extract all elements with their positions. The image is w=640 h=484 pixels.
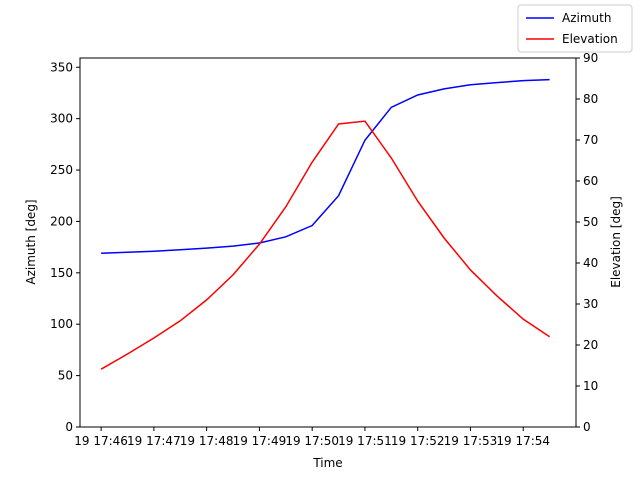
y2-tick-label: 40 (583, 256, 598, 270)
y-tick-label: 350 (50, 60, 73, 74)
x-tick-label: 19 17:53 (444, 434, 498, 448)
y2-tick-label: 70 (583, 133, 598, 147)
y-tick-label: 250 (50, 163, 73, 177)
y2-tick-label: 50 (583, 215, 598, 229)
y2-tick-label: 90 (583, 51, 598, 65)
y-tick-label: 150 (50, 266, 73, 280)
y-tick-label: 200 (50, 214, 73, 228)
y-tick-label: 300 (50, 112, 73, 126)
y-tick-label: 50 (58, 369, 73, 383)
x-tick-label: 19 17:47 (127, 434, 181, 448)
y2-tick-label: 30 (583, 297, 598, 311)
legend-box (517, 4, 633, 53)
y2-tick-label: 20 (583, 338, 598, 352)
y-tick-label: 0 (65, 420, 73, 434)
y2-tick-label: 80 (583, 92, 598, 106)
x-tick-label: 19 17:50 (285, 434, 339, 448)
y2-tick-label: 10 (583, 379, 598, 393)
legend-label: Azimuth (562, 11, 611, 25)
y2-axis-label: Elevation [deg] (609, 196, 623, 288)
plot-frame (79, 57, 577, 428)
legend-label: Elevation (562, 32, 618, 46)
x-tick-label: 19 17:48 (180, 434, 234, 448)
y-tick-label: 100 (50, 317, 73, 331)
x-tick-label: 19 17:54 (496, 434, 550, 448)
x-tick-label: 19 17:52 (391, 434, 445, 448)
x-tick-label: 19 17:46 (74, 434, 128, 448)
series-line (100, 120, 551, 370)
x-tick-label: 19 17:51 (338, 434, 392, 448)
x-tick-label: 19 17:49 (233, 434, 287, 448)
series-line (101, 78, 550, 255)
x-axis-label: Time (312, 456, 342, 470)
y2-tick-label: 0 (583, 420, 591, 434)
y2-tick-label: 60 (583, 174, 598, 188)
y-axis-label: Azimuth [deg] (24, 199, 38, 284)
